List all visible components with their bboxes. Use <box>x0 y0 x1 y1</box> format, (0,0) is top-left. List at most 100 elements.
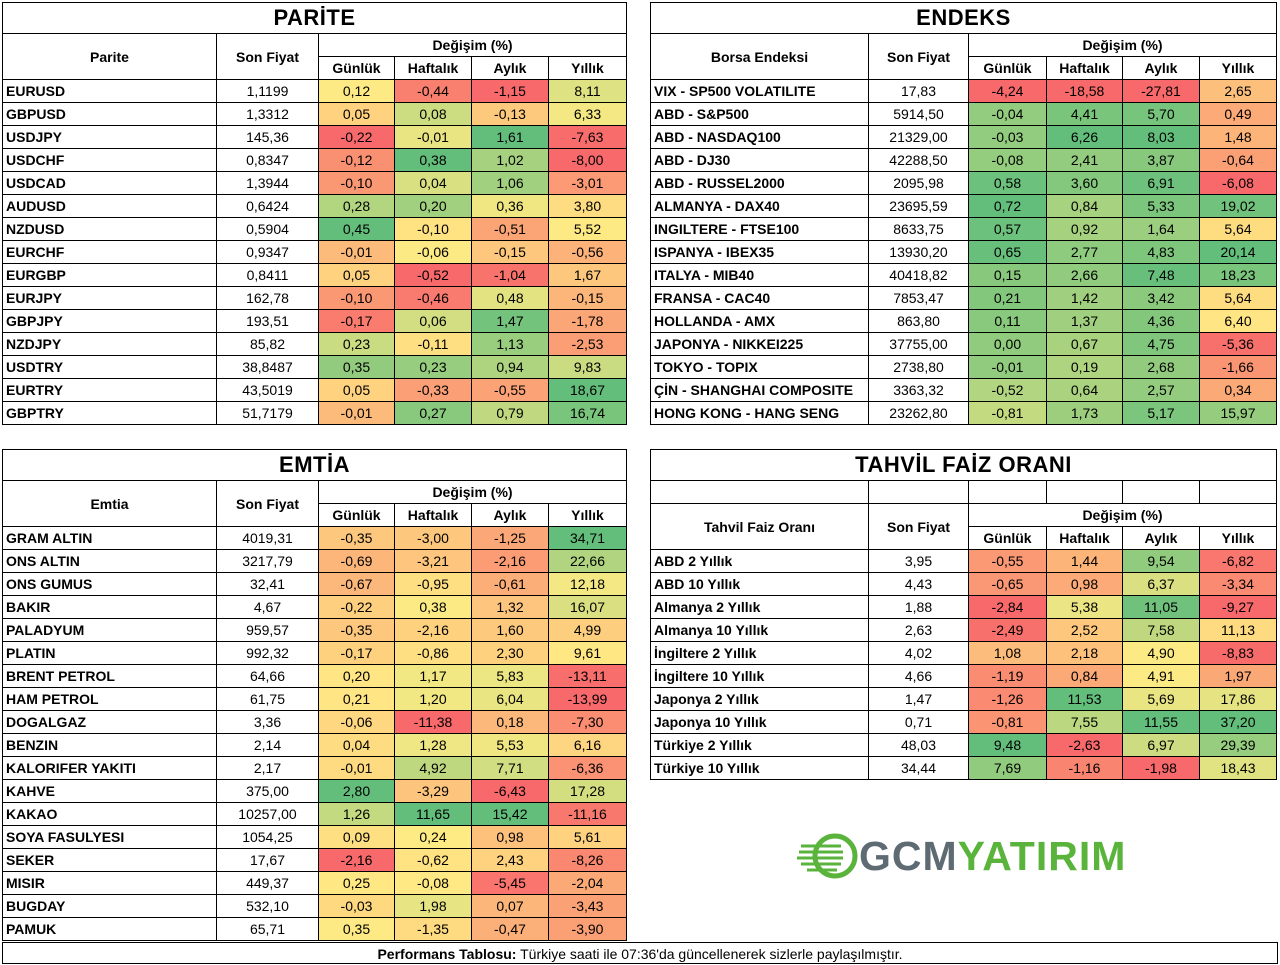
row-change-daily: -0,03 <box>318 894 395 918</box>
row-name: SOYA FASULYESI <box>2 825 217 849</box>
row-price: 23262,80 <box>868 401 969 425</box>
table-row: ABD - NASDAQ100 21329,00 -0,03 6,26 8,03 1,48 <box>650 125 1277 149</box>
row-change-yearly: -6,82 <box>1199 549 1277 573</box>
row-name: FRANSA - CAC40 <box>650 286 869 310</box>
col-header-yearly: Yıllık <box>548 503 627 527</box>
row-change-yearly: -8,26 <box>548 848 627 872</box>
table-row: İngiltere 10 Yıllık 4,66 -1,19 0,84 4,91 1,97 <box>650 664 1277 688</box>
footer-note: Performans Tablosu: Türkiye saati ile 07… <box>2 942 1278 964</box>
row-price: 34,44 <box>868 756 969 780</box>
row-change-weekly: -0,46 <box>394 286 472 310</box>
table-row: GBPTRY 51,7179 -0,01 0,27 0,79 16,74 <box>2 401 627 425</box>
row-name: İngiltere 10 Yıllık <box>650 664 869 688</box>
page-title: TAHVİL FAİZ ORANI <box>650 449 1277 481</box>
row-change-yearly: -13,99 <box>548 687 627 711</box>
row-change-daily: -0,81 <box>968 710 1047 734</box>
row-price: 51,7179 <box>216 401 319 425</box>
row-price: 42288,50 <box>868 148 969 172</box>
row-name: GRAM ALTIN <box>2 526 217 550</box>
row-change-yearly: 1,67 <box>548 263 627 287</box>
col-header-price: Son Fiyat <box>216 33 319 80</box>
table-row: Almanya 10 Yıllık 2,63 -2,49 2,52 7,58 11,13 <box>650 618 1277 642</box>
row-change-monthly: 5,83 <box>471 664 549 688</box>
col-header-name: Borsa Endeksi <box>650 33 869 80</box>
row-change-daily: 0,57 <box>968 217 1047 241</box>
row-name: ABD 2 Yıllık <box>650 549 869 573</box>
blank-cell <box>1199 480 1277 504</box>
row-change-monthly: 1,47 <box>471 309 549 333</box>
col-header-price: Son Fiyat <box>868 503 969 550</box>
row-price: 2,63 <box>868 618 969 642</box>
row-change-weekly: -0,44 <box>394 79 472 103</box>
row-price: 40418,82 <box>868 263 969 287</box>
table-row: USDCAD 1,3944 -0,10 0,04 1,06 -3,01 <box>2 171 627 195</box>
row-change-monthly: -1,25 <box>471 526 549 550</box>
table-row: EURGBP 0,8411 0,05 -0,52 -1,04 1,67 <box>2 263 627 287</box>
row-name: MISIR <box>2 871 217 895</box>
table-row: EURJPY 162,78 -0,10 -0,46 0,48 -0,15 <box>2 286 627 310</box>
row-change-monthly: 15,42 <box>471 802 549 826</box>
row-name: SEKER <box>2 848 217 872</box>
table-row: ÇİN - SHANGHAI COMPOSITE 3363,32 -0,52 0,64… <box>650 378 1277 402</box>
row-name: Türkiye 10 Yıllık <box>650 756 869 780</box>
table-row: BAKIR 4,67 -0,22 0,38 1,32 16,07 <box>2 595 627 619</box>
row-price: 1,3944 <box>216 171 319 195</box>
row-change-weekly: 0,27 <box>394 401 472 425</box>
row-change-weekly: -3,21 <box>394 549 472 573</box>
row-price: 37755,00 <box>868 332 969 356</box>
row-price: 0,8347 <box>216 148 319 172</box>
row-change-monthly: 2,43 <box>471 848 549 872</box>
row-change-daily: 0,21 <box>968 286 1047 310</box>
table-row: ONS ALTIN 3217,79 -0,69 -3,21 -2,16 22,66 <box>2 549 627 573</box>
col-header-yearly: Yıllık <box>1199 56 1277 80</box>
page-title: PARİTE <box>2 2 627 34</box>
row-price: 0,8411 <box>216 263 319 287</box>
row-name: DOGALGAZ <box>2 710 217 734</box>
row-change-weekly: 2,77 <box>1046 240 1123 264</box>
table-row: USDJPY 145,36 -0,22 -0,01 1,61 -7,63 <box>2 125 627 149</box>
row-change-weekly: 6,26 <box>1046 125 1123 149</box>
row-change-daily: 0,04 <box>318 733 395 757</box>
row-change-weekly: 0,19 <box>1046 355 1123 379</box>
row-change-monthly: 4,75 <box>1122 332 1200 356</box>
row-change-weekly: 1,73 <box>1046 401 1123 425</box>
col-header-yearly: Yıllık <box>1199 526 1277 550</box>
row-change-weekly: 0,64 <box>1046 378 1123 402</box>
row-change-weekly: 4,92 <box>394 756 472 780</box>
row-change-monthly: 0,94 <box>471 355 549 379</box>
row-name: Almanya 2 Yıllık <box>650 595 869 619</box>
row-change-weekly: 1,37 <box>1046 309 1123 333</box>
row-change-yearly: 20,14 <box>1199 240 1277 264</box>
row-change-weekly: 1,28 <box>394 733 472 757</box>
row-price: 992,32 <box>216 641 319 665</box>
row-change-monthly: 11,55 <box>1122 710 1200 734</box>
row-change-yearly: -5,36 <box>1199 332 1277 356</box>
row-change-weekly: -3,29 <box>394 779 472 803</box>
row-name: INGILTERE - FTSE100 <box>650 217 869 241</box>
table-row: Japonya 10 Yıllık 0,71 -0,81 7,55 11,55 37,20 <box>650 710 1277 734</box>
row-change-daily: -0,06 <box>318 710 395 734</box>
row-change-monthly: 0,18 <box>471 710 549 734</box>
table-row: EURUSD 1,1199 0,12 -0,44 -1,15 8,11 <box>2 79 627 103</box>
row-name: ABD - RUSSEL2000 <box>650 171 869 195</box>
row-name: ONS ALTIN <box>2 549 217 573</box>
row-change-yearly: -7,30 <box>548 710 627 734</box>
row-name: HONG KONG - HANG SENG <box>650 401 869 425</box>
blank-cell <box>1046 480 1123 504</box>
row-change-yearly: -7,63 <box>548 125 627 149</box>
row-change-yearly: -8,00 <box>548 148 627 172</box>
row-change-weekly: 0,92 <box>1046 217 1123 241</box>
row-name: USDCHF <box>2 148 217 172</box>
table-row: KAKAO 10257,00 1,26 11,65 15,42 -11,16 <box>2 802 627 826</box>
row-change-yearly: 37,20 <box>1199 710 1277 734</box>
row-price: 65,71 <box>216 917 319 941</box>
row-change-daily: 0,20 <box>318 664 395 688</box>
row-change-yearly: 18,67 <box>548 378 627 402</box>
row-change-daily: -0,01 <box>318 401 395 425</box>
row-name: Almanya 10 Yıllık <box>650 618 869 642</box>
col-header-daily: Günlük <box>968 56 1047 80</box>
row-price: 3,36 <box>216 710 319 734</box>
row-change-yearly: 5,61 <box>548 825 627 849</box>
row-change-daily: -0,08 <box>968 148 1047 172</box>
row-change-yearly: 11,13 <box>1199 618 1277 642</box>
